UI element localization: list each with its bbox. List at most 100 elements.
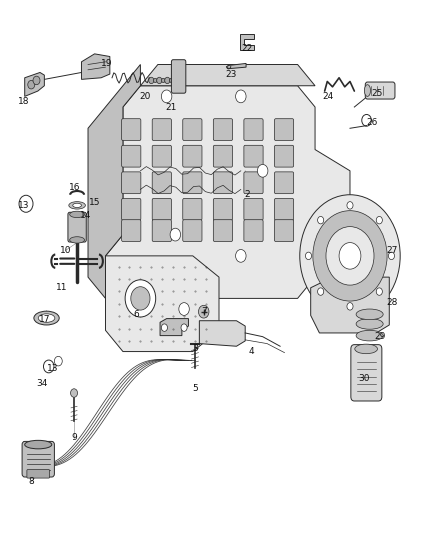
FancyBboxPatch shape	[183, 198, 202, 220]
FancyBboxPatch shape	[152, 146, 171, 167]
Polygon shape	[141, 64, 315, 86]
Polygon shape	[160, 319, 188, 336]
FancyBboxPatch shape	[213, 146, 233, 167]
Text: 10: 10	[60, 246, 71, 255]
Text: 24: 24	[322, 92, 334, 101]
Text: 8: 8	[28, 478, 34, 486]
FancyBboxPatch shape	[183, 146, 202, 167]
Ellipse shape	[364, 85, 371, 96]
Circle shape	[179, 303, 189, 316]
Text: 22: 22	[242, 44, 253, 53]
FancyBboxPatch shape	[122, 198, 141, 220]
Polygon shape	[240, 34, 254, 50]
FancyBboxPatch shape	[244, 146, 263, 167]
FancyBboxPatch shape	[152, 119, 171, 141]
FancyBboxPatch shape	[213, 119, 233, 141]
Circle shape	[165, 77, 170, 84]
Text: 6: 6	[133, 310, 139, 319]
Circle shape	[236, 249, 246, 262]
FancyBboxPatch shape	[275, 220, 293, 241]
Ellipse shape	[70, 237, 85, 243]
Circle shape	[313, 211, 387, 301]
Text: 19: 19	[101, 59, 112, 68]
Text: 13: 13	[46, 364, 58, 373]
Text: 29: 29	[375, 332, 386, 341]
Text: 25: 25	[371, 89, 383, 98]
Circle shape	[376, 288, 382, 295]
FancyBboxPatch shape	[275, 119, 293, 141]
Text: 4: 4	[249, 347, 254, 356]
FancyBboxPatch shape	[152, 198, 171, 220]
Polygon shape	[106, 86, 350, 320]
FancyBboxPatch shape	[152, 172, 171, 193]
Polygon shape	[106, 256, 219, 352]
Circle shape	[347, 201, 353, 209]
Circle shape	[318, 288, 324, 295]
FancyBboxPatch shape	[122, 119, 141, 141]
Text: 23: 23	[226, 70, 237, 78]
FancyBboxPatch shape	[122, 146, 141, 167]
Circle shape	[173, 77, 178, 84]
Circle shape	[149, 77, 154, 84]
Polygon shape	[81, 54, 110, 79]
Text: 14: 14	[80, 211, 92, 220]
Text: 21: 21	[165, 102, 177, 111]
Circle shape	[389, 252, 395, 260]
Polygon shape	[228, 63, 246, 69]
Ellipse shape	[69, 201, 85, 209]
Ellipse shape	[356, 330, 383, 341]
Circle shape	[339, 243, 361, 269]
FancyBboxPatch shape	[351, 345, 382, 401]
Text: 5: 5	[192, 384, 198, 393]
Circle shape	[161, 90, 172, 103]
Polygon shape	[88, 64, 141, 298]
FancyBboxPatch shape	[275, 198, 293, 220]
FancyBboxPatch shape	[152, 220, 171, 241]
Text: 13: 13	[18, 201, 29, 210]
Ellipse shape	[25, 440, 52, 449]
FancyBboxPatch shape	[122, 220, 141, 241]
FancyBboxPatch shape	[171, 60, 186, 93]
Circle shape	[376, 216, 382, 224]
Text: 27: 27	[386, 246, 398, 255]
FancyBboxPatch shape	[68, 212, 86, 242]
Circle shape	[305, 252, 311, 260]
Circle shape	[236, 90, 246, 103]
Text: 26: 26	[366, 118, 378, 127]
FancyBboxPatch shape	[183, 172, 202, 193]
FancyBboxPatch shape	[244, 119, 263, 141]
Text: 16: 16	[69, 183, 81, 192]
Polygon shape	[199, 321, 245, 346]
Circle shape	[162, 78, 165, 83]
Circle shape	[347, 303, 353, 310]
Ellipse shape	[70, 211, 85, 217]
FancyBboxPatch shape	[213, 220, 233, 241]
Circle shape	[170, 78, 173, 83]
Text: 15: 15	[89, 198, 100, 207]
FancyBboxPatch shape	[244, 172, 263, 193]
Circle shape	[198, 305, 209, 318]
Circle shape	[181, 324, 187, 332]
Circle shape	[161, 324, 167, 332]
Circle shape	[170, 228, 180, 241]
Circle shape	[300, 195, 400, 317]
Ellipse shape	[34, 311, 59, 325]
FancyBboxPatch shape	[122, 172, 141, 193]
Text: 20: 20	[139, 92, 151, 101]
Ellipse shape	[38, 314, 55, 322]
Text: 30: 30	[358, 374, 370, 383]
Text: 3: 3	[192, 344, 198, 353]
Circle shape	[318, 216, 324, 224]
Circle shape	[28, 80, 35, 89]
Circle shape	[131, 287, 150, 310]
Circle shape	[33, 76, 40, 85]
Circle shape	[157, 77, 162, 84]
Ellipse shape	[355, 344, 378, 354]
FancyBboxPatch shape	[213, 198, 233, 220]
FancyBboxPatch shape	[275, 172, 293, 193]
FancyBboxPatch shape	[244, 198, 263, 220]
Circle shape	[125, 280, 155, 317]
Circle shape	[71, 389, 78, 397]
Text: 17: 17	[39, 315, 50, 324]
Text: 7: 7	[201, 307, 207, 316]
